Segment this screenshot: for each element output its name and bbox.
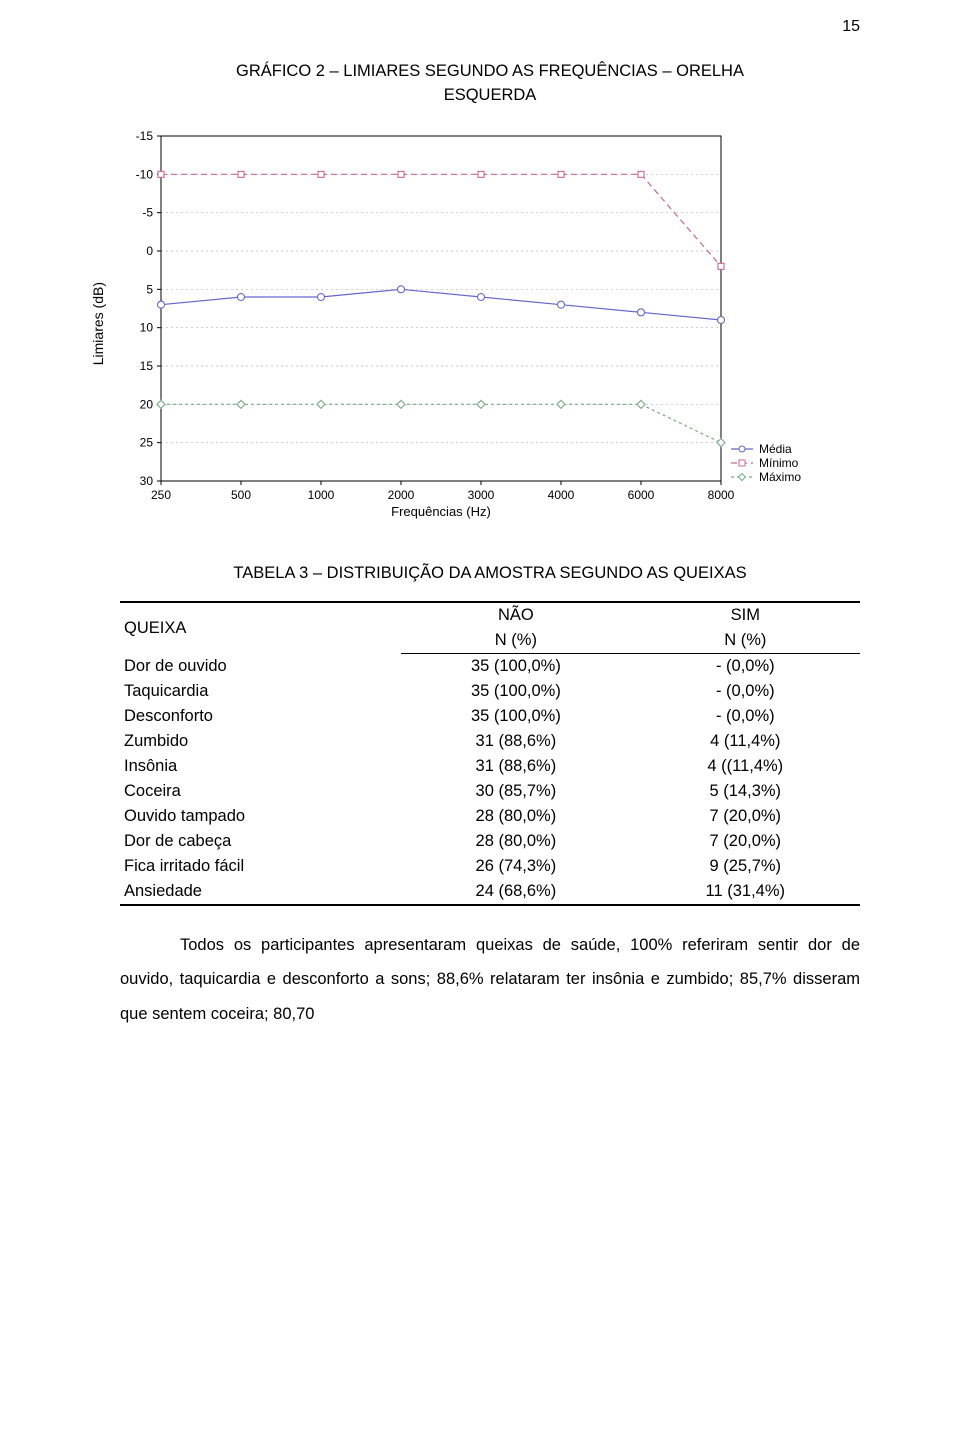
chart-container: Limiares (dB) -15 -10 -5 0 5 10 15 20 25 30250 500…: [90, 128, 860, 519]
cell-sim: 7 (20,0%): [631, 804, 860, 829]
cell-queixa: Ouvido tampado: [120, 804, 401, 829]
table-row: Ansiedade24 (68,6%)11 (31,4%): [120, 879, 860, 905]
table-row: Insônia31 (88,6%)4 ((11,4%): [120, 754, 860, 779]
cell-queixa: Zumbido: [120, 729, 401, 754]
table-row: Dor de ouvido35 (100,0%)- (0,0%): [120, 653, 860, 679]
cell-queixa: Fica irritado fácil: [120, 854, 401, 879]
cell-nao: 28 (80,0%): [401, 804, 630, 829]
cell-nao: 26 (74,3%): [401, 854, 630, 879]
cell-nao: 30 (85,7%): [401, 779, 630, 804]
cell-sim: 11 (31,4%): [631, 879, 860, 905]
svg-text:30: 30: [140, 474, 154, 488]
cell-nao: 31 (88,6%): [401, 754, 630, 779]
col-subheader-sim: N (%): [631, 628, 860, 654]
svg-text:3000: 3000: [468, 488, 495, 502]
svg-text:20: 20: [140, 397, 154, 411]
table-row: Taquicardia35 (100,0%)- (0,0%): [120, 679, 860, 704]
chart-title: GRÁFICO 2 – LIMIARES SEGUNDO AS FREQUÊNC…: [120, 60, 860, 108]
cell-sim: - (0,0%): [631, 679, 860, 704]
table-row: Fica irritado fácil26 (74,3%)9 (25,7%): [120, 854, 860, 879]
data-table: QUEIXA NÃO SIM N (%) N (%) Dor de ouvido…: [120, 601, 860, 906]
table-title: TABELA 3 – DISTRIBUIÇÃO DA AMOSTRA SEGUN…: [120, 564, 860, 583]
line-chart: -15 -10 -5 0 5 10 15 20 25 30250 500 1000 2000 3000 40…: [111, 128, 831, 519]
paragraph-text: Todos os participantes apresentaram quei…: [120, 928, 860, 1032]
cell-sim: 4 (11,4%): [631, 729, 860, 754]
svg-text:Média: Média: [759, 442, 792, 456]
cell-sim: 7 (20,0%): [631, 829, 860, 854]
svg-text:4000: 4000: [548, 488, 575, 502]
cell-nao: 28 (80,0%): [401, 829, 630, 854]
chart-title-line1: GRÁFICO 2 – LIMIARES SEGUNDO AS FREQUÊNC…: [236, 62, 744, 80]
body-paragraph: Todos os participantes apresentaram quei…: [120, 928, 860, 1032]
cell-nao: 31 (88,6%): [401, 729, 630, 754]
cell-sim: 4 ((11,4%): [631, 754, 860, 779]
cell-queixa: Dor de cabeça: [120, 829, 401, 854]
svg-text:25: 25: [140, 436, 154, 450]
cell-nao: 35 (100,0%): [401, 653, 630, 679]
document-page: 15 GRÁFICO 2 – LIMIARES SEGUNDO AS FREQU…: [0, 0, 960, 1432]
col-header-sim: SIM: [631, 602, 860, 628]
svg-text:8000: 8000: [708, 488, 735, 502]
svg-text:5: 5: [146, 282, 153, 296]
table-row: Zumbido31 (88,6%)4 (11,4%): [120, 729, 860, 754]
svg-text:2000: 2000: [388, 488, 415, 502]
cell-nao: 35 (100,0%): [401, 679, 630, 704]
cell-queixa: Ansiedade: [120, 879, 401, 905]
table-row: Desconforto35 (100,0%)- (0,0%): [120, 704, 860, 729]
col-header-queixa: QUEIXA: [120, 602, 401, 654]
cell-nao: 35 (100,0%): [401, 704, 630, 729]
svg-text:250: 250: [151, 488, 171, 502]
cell-sim: - (0,0%): [631, 704, 860, 729]
svg-text:Máximo: Máximo: [759, 470, 801, 484]
svg-text:1000: 1000: [308, 488, 335, 502]
svg-text:-5: -5: [142, 206, 153, 220]
page-number: 15: [842, 18, 860, 36]
svg-text:10: 10: [140, 321, 154, 335]
y-axis-label: Limiares (dB): [90, 282, 106, 365]
cell-queixa: Insônia: [120, 754, 401, 779]
svg-text:-10: -10: [136, 167, 154, 181]
table-row: Dor de cabeça28 (80,0%)7 (20,0%): [120, 829, 860, 854]
svg-text:-15: -15: [136, 129, 154, 143]
cell-queixa: Taquicardia: [120, 679, 401, 704]
cell-queixa: Desconforto: [120, 704, 401, 729]
cell-queixa: Dor de ouvido: [120, 653, 401, 679]
cell-sim: - (0,0%): [631, 653, 860, 679]
cell-nao: 24 (68,6%): [401, 879, 630, 905]
svg-text:6000: 6000: [628, 488, 655, 502]
cell-sim: 5 (14,3%): [631, 779, 860, 804]
cell-queixa: Coceira: [120, 779, 401, 804]
svg-text:Frequências (Hz): Frequências (Hz): [391, 504, 491, 519]
svg-text:500: 500: [231, 488, 251, 502]
col-header-nao: NÃO: [401, 602, 630, 628]
svg-text:15: 15: [140, 359, 154, 373]
svg-text:0: 0: [146, 244, 153, 258]
table-row: Ouvido tampado28 (80,0%)7 (20,0%): [120, 804, 860, 829]
col-subheader-nao: N (%): [401, 628, 630, 654]
svg-text:Mínimo: Mínimo: [759, 456, 799, 470]
table-row: Coceira30 (85,7%)5 (14,3%): [120, 779, 860, 804]
chart-title-line2: ESQUERDA: [444, 86, 537, 104]
cell-sim: 9 (25,7%): [631, 854, 860, 879]
